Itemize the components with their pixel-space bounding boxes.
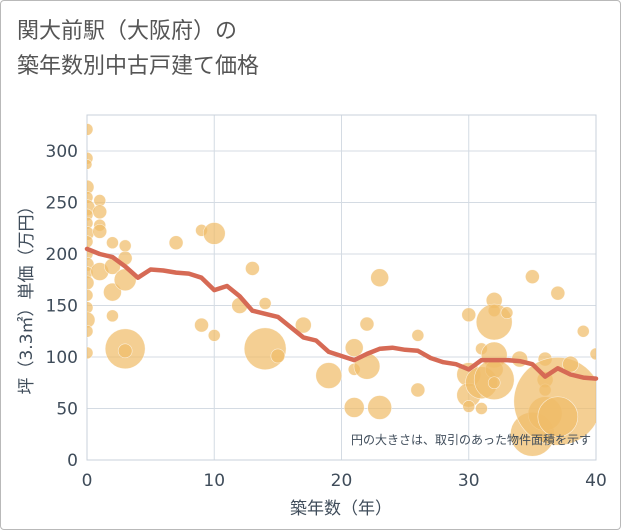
data-bubble — [367, 395, 392, 420]
data-bubble — [576, 324, 590, 338]
y-tick-label: 150 — [46, 297, 78, 317]
data-bubble — [359, 316, 375, 332]
data-bubble — [537, 396, 579, 438]
x-tick-label: 40 — [585, 471, 607, 491]
data-bubble — [207, 329, 221, 342]
data-bubble — [258, 297, 272, 310]
data-bubble — [462, 400, 476, 413]
data-bubble — [87, 159, 93, 170]
data-bubble — [87, 179, 95, 195]
data-bubble — [168, 235, 184, 251]
data-bubble — [87, 235, 94, 248]
chart-title-line-2: 築年数別中古戸建て価格 — [17, 54, 260, 79]
y-tick-label: 100 — [46, 348, 78, 368]
chart-annotation: 円の大きさは、取引のあった物件面積を示す — [351, 432, 591, 447]
data-bubble — [117, 343, 133, 359]
chart-title: 関大前駅（大阪府）の 築年数別中古戸建て価格 — [17, 14, 259, 84]
y-tick-label: 300 — [46, 142, 78, 162]
data-bubble — [106, 309, 119, 323]
data-bubble — [87, 311, 96, 329]
y-axis-label: 坪（3.3㎡）単価（万円） — [17, 197, 37, 394]
data-bubble — [411, 329, 425, 342]
y-tick-label: 200 — [46, 245, 78, 265]
data-bubble — [243, 327, 287, 371]
data-bubble — [315, 362, 343, 389]
data-bubble — [589, 347, 596, 361]
data-bubble — [410, 382, 426, 398]
y-tick-label: 250 — [46, 194, 78, 214]
average-price-line-layer — [84, 246, 599, 381]
data-bubble — [475, 402, 488, 415]
data-bubble — [194, 317, 209, 333]
data-bubble — [270, 348, 286, 364]
y-tick-label: 0 — [67, 451, 78, 471]
data-bubble — [500, 306, 514, 320]
x-axis-label: 築年数（年） — [290, 499, 392, 519]
y-tick-label: 50 — [56, 400, 78, 420]
average-price-line — [84, 246, 599, 381]
x-tick-label: 0 — [82, 471, 93, 491]
chart-title-line-1: 関大前駅（大阪府）の — [17, 19, 238, 44]
data-bubble — [87, 346, 94, 360]
data-bubble — [487, 376, 501, 390]
data-bubble — [344, 338, 364, 358]
data-bubble — [245, 261, 260, 276]
data-bubble — [87, 301, 94, 314]
data-bubble — [202, 222, 226, 245]
x-tick-label: 30 — [458, 471, 480, 491]
data-bubble — [106, 236, 119, 250]
data-bubble — [87, 324, 94, 338]
data-bubble — [87, 123, 94, 136]
data-bubble — [103, 282, 122, 302]
data-bubble — [87, 216, 94, 230]
data-bubble — [525, 269, 540, 284]
data-bubble — [550, 285, 566, 301]
data-bubble — [295, 316, 312, 334]
data-bubble — [370, 268, 389, 288]
data-bubble — [87, 288, 94, 302]
data-bubble — [461, 307, 477, 323]
data-bubble — [92, 224, 108, 239]
data-bubble — [343, 397, 365, 418]
data-bubble — [118, 239, 132, 253]
x-tick-label: 20 — [331, 471, 353, 491]
data-bubble — [87, 275, 95, 291]
data-bubble — [92, 204, 108, 220]
x-tick-label: 10 — [203, 471, 225, 491]
axis-ticks: 0 10 20 30 40 0 50 100 150 200 250 300 — [46, 142, 607, 491]
